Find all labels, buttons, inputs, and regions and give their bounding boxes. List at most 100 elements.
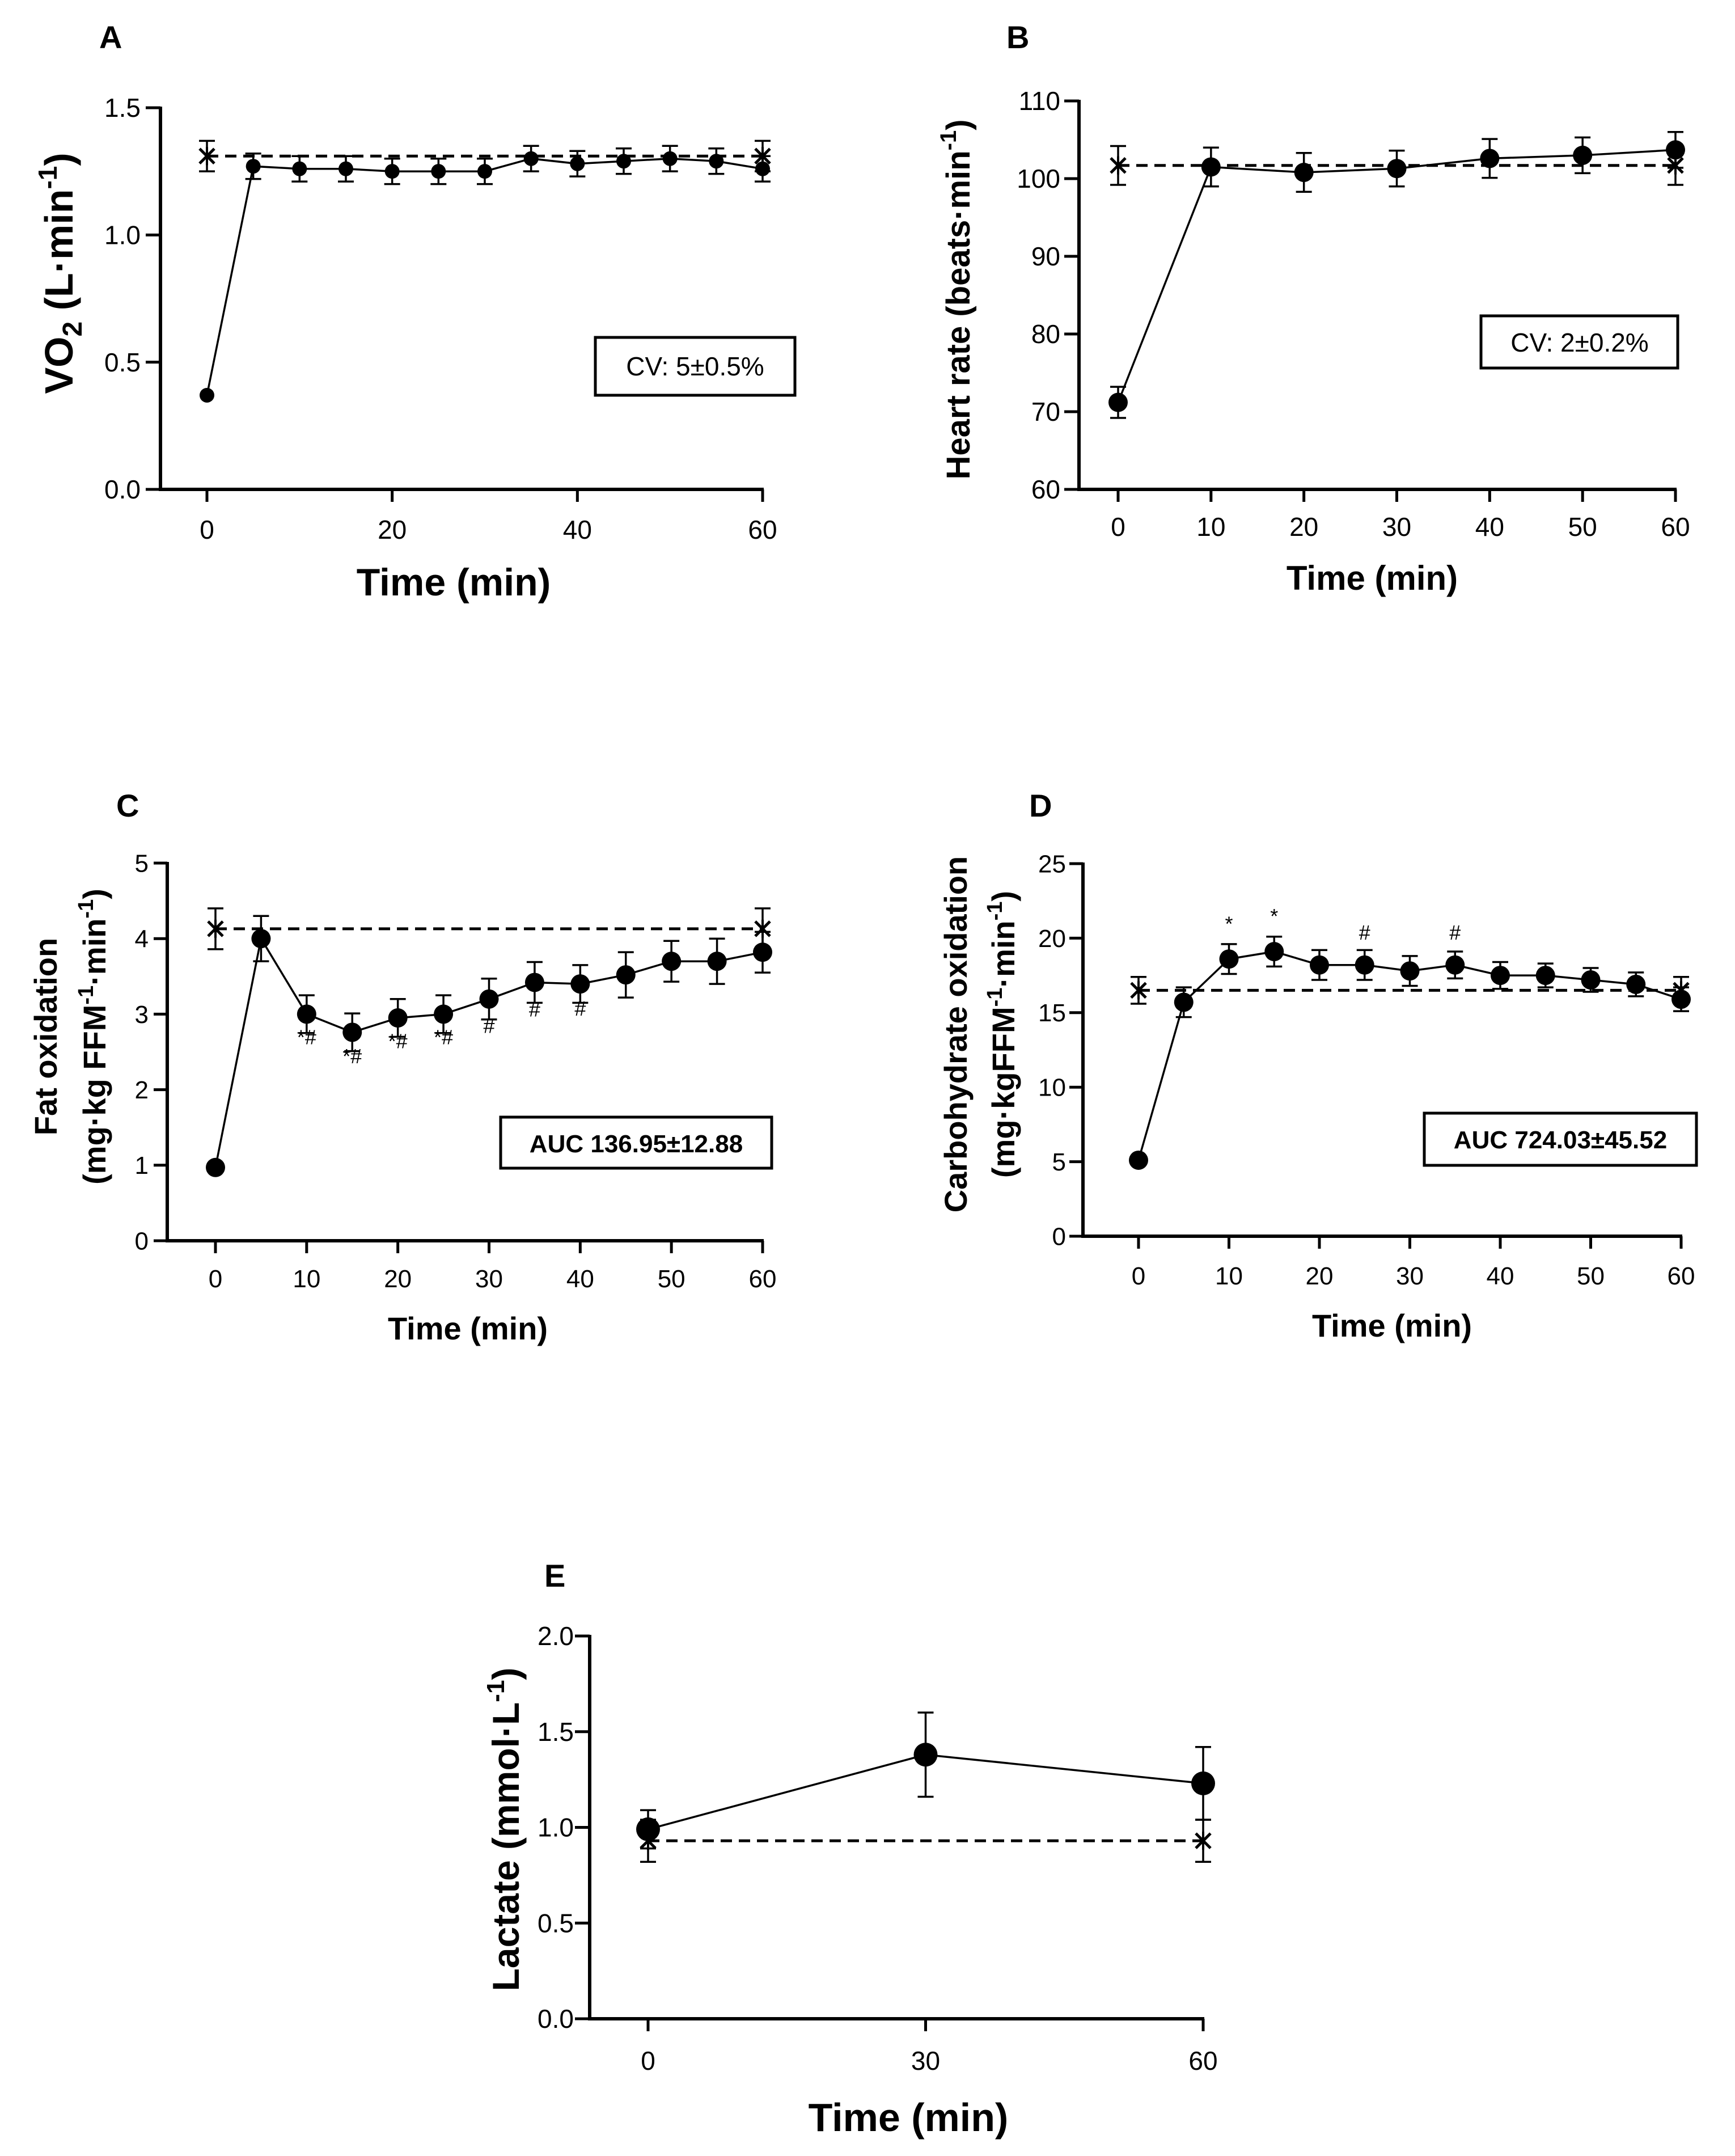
y-axis-title-sup-1: -1	[983, 988, 1007, 1007]
panel-letter-a: A	[99, 19, 122, 55]
data-point	[479, 989, 499, 1009]
data-point	[1480, 149, 1500, 168]
data-point	[1445, 955, 1465, 975]
x-tick-label: 20	[1289, 512, 1318, 542]
data-point	[1581, 970, 1601, 990]
y-axis-title-sup: -1	[482, 1680, 510, 1702]
y-axis-title-line2: (mg·kgFFM-1·min-1)	[983, 891, 1021, 1178]
data-point	[753, 942, 772, 962]
y-tick-label: 1	[135, 1152, 149, 1180]
y-axis-title-sub: 2	[58, 322, 88, 337]
y-tick-label: 1.5	[104, 93, 141, 122]
y-tick-labels: 0 1 2 3 4 5	[135, 849, 149, 1255]
y-tick-label: 1.5	[538, 1717, 574, 1747]
data-point	[1108, 392, 1128, 412]
data-point	[200, 387, 214, 403]
y-axis-title-sup: -1	[936, 130, 961, 151]
data-point	[1294, 163, 1314, 183]
panel-c: C 0 1 2 3 4 5 0 10 20 30 40 50 60 *# *# *# *# # # # Time …	[28, 788, 776, 1346]
y-tick-label: 2.0	[538, 1621, 574, 1651]
significance-marker: *#	[342, 1045, 362, 1068]
x-tick-labels: 0 10 20 30 40 50 60	[209, 1265, 777, 1293]
auc-box	[499, 1115, 773, 1170]
panel-letter-c: C	[116, 788, 139, 823]
y-axis-title-close: )	[985, 891, 1021, 902]
data-point	[1491, 966, 1510, 986]
data-point	[913, 1743, 938, 1767]
axes	[146, 106, 764, 502]
panel-letter-e: E	[544, 1558, 565, 1593]
y-tick-label: 0.0	[538, 2004, 574, 2034]
x-tick-label: 0	[1132, 1262, 1145, 1290]
data-point	[292, 161, 307, 176]
y-tick-label: 4	[135, 925, 149, 953]
significance-marker: #	[1359, 921, 1370, 944]
x-tick-label: 40	[1475, 512, 1504, 542]
x-tick-label: 60	[1188, 2046, 1217, 2075]
y-axis-title-sup: -1	[33, 166, 62, 189]
data-marks	[1129, 936, 1691, 1170]
y-axis-title-close: )	[485, 1668, 527, 1680]
data-point	[246, 159, 261, 174]
y-axis-title-text: Heart rate (beats·min	[940, 150, 977, 479]
y-axis-title-mid: ·min	[985, 920, 1021, 987]
data-point	[297, 1004, 316, 1024]
data-point	[206, 1157, 225, 1177]
panel-b: B 60 70 80 90 100 110 0 10 20 30 40 50 60 Time (min…	[936, 19, 1690, 597]
y-tick-label: 25	[1038, 850, 1066, 878]
x-tick-label: 50	[1568, 512, 1597, 542]
x-tick-labels: 0 20 40 60	[200, 515, 777, 544]
x-tick-label: 40	[563, 515, 592, 544]
auc-text: AUC 136.95±12.88	[530, 1130, 743, 1158]
data-point	[570, 974, 590, 994]
x-axis-title: Time (min)	[357, 561, 551, 604]
y-axis-title-sup-2: -1	[983, 902, 1007, 921]
x-tick-label: 40	[566, 1265, 594, 1293]
y-tick-label: 5	[135, 849, 149, 877]
data-point	[1174, 992, 1194, 1012]
data-point	[1219, 949, 1239, 969]
y-tick-label: 1.0	[104, 220, 141, 250]
y-axis-title: VO2 (L·min-1)	[33, 153, 88, 394]
significance-marker: #	[1449, 921, 1461, 944]
data-point	[707, 952, 727, 971]
y-tick-label: 110	[1019, 86, 1060, 116]
x-tick-label: 40	[1487, 1262, 1514, 1290]
data-point	[662, 952, 682, 971]
auc-text: AUC 724.03±45.52	[1454, 1126, 1667, 1154]
significance-marker: #	[483, 1014, 494, 1038]
y-axis-title-close: )	[940, 119, 977, 130]
x-tick-label: 30	[1396, 1262, 1424, 1290]
y-tick-label: 0	[135, 1227, 149, 1255]
y-tick-label: 0.0	[104, 475, 141, 504]
x-tick-label: 0	[641, 2046, 655, 2075]
cv-text: CV: 5±0.5%	[626, 352, 764, 381]
auc-box	[1423, 1111, 1698, 1167]
x-tick-label: 30	[1382, 512, 1411, 542]
y-tick-labels: 60 70 80 90 100 110	[1017, 86, 1060, 504]
y-tick-labels: 0.0 0.5 1.0 1.5 2.0	[538, 1621, 574, 2034]
x-tick-label: 10	[1215, 1262, 1243, 1290]
y-tick-label: 15	[1038, 999, 1066, 1027]
y-tick-labels: 0.0 0.5 1.0 1.5	[104, 93, 141, 504]
axes	[1064, 99, 1677, 502]
x-tick-label: 60	[749, 1265, 777, 1293]
y-axis-title-main: VO	[37, 337, 81, 394]
x-axis-title: Time (min)	[1312, 1308, 1472, 1343]
y-tick-label: 2	[135, 1076, 149, 1104]
y-tick-label: 60	[1031, 475, 1060, 504]
cv-text: CV: 2±0.2%	[1510, 328, 1648, 357]
x-tick-label: 0	[209, 1265, 222, 1293]
data-point	[1535, 966, 1555, 986]
y-tick-label: 10	[1038, 1074, 1066, 1102]
y-axis-title-line2-text: (mg·kg FFM	[77, 1005, 112, 1185]
y-tick-label: 3	[135, 1001, 149, 1029]
panel-letter-d: D	[1029, 788, 1052, 823]
y-tick-label: 0	[1052, 1223, 1066, 1250]
y-tick-labels: 0 5 10 15 20 25	[1038, 850, 1066, 1250]
data-point	[662, 151, 678, 166]
y-tick-label: 90	[1031, 242, 1060, 271]
y-axis-title: Lactate (mmol·L-1)	[482, 1668, 527, 1992]
panel-letter-b: B	[1006, 19, 1029, 55]
